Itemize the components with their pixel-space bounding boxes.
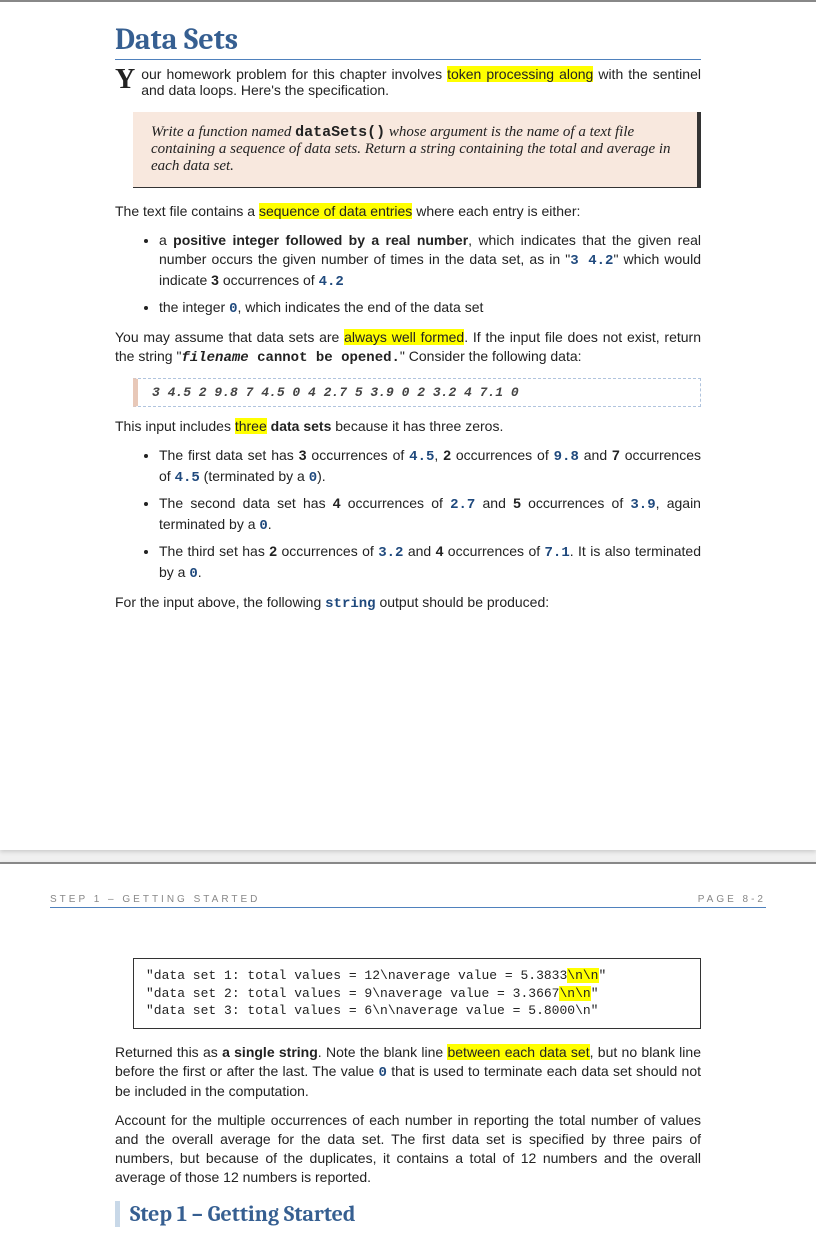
page-title: Data Sets (115, 22, 701, 60)
p-entries: The text file contains a sequence of dat… (115, 202, 701, 221)
intro-paragraph: Y our homework problem for this chapter … (115, 66, 701, 98)
p-wellformed: You may assume that data sets are always… (115, 328, 701, 368)
p-return-string: Returned this as a single string. Note t… (115, 1043, 701, 1102)
hl-newline: \n\n (559, 986, 590, 1001)
page-1: Data Sets Y our homework problem for thi… (0, 0, 816, 850)
p-output-intro: For the input above, the following strin… (115, 593, 701, 614)
list-item: The first data set has 3 occurrences of … (159, 446, 701, 488)
header-right: PAGE 8-2 (698, 894, 766, 905)
step1-title: Step 1 – Getting Started (115, 1201, 701, 1227)
list-item: a positive integer followed by a real nu… (159, 231, 701, 292)
callout-fn: dataSets() (295, 124, 385, 141)
sample-data-block: 3 4.5 2 9.8 7 4.5 0 4 2.7 5 3.9 0 2 3.2 … (133, 378, 701, 407)
list-item: The third set has 2 occurrences of 3.2 a… (159, 542, 701, 584)
callout-pre: Write a function named (151, 124, 295, 140)
hl-between: between each data set (447, 1044, 589, 1060)
datasets-list: The first data set has 3 occurrences of … (115, 446, 701, 583)
page-header: STEP 1 – GETTING STARTED PAGE 8-2 (50, 894, 766, 908)
intro-text-1: our homework problem for this chapter in… (141, 66, 447, 82)
intro-highlight: token processing along (447, 66, 593, 82)
header-left: STEP 1 – GETTING STARTED (50, 894, 260, 905)
list-item: The second data set has 4 occurrences of… (159, 494, 701, 536)
dropcap: Y (115, 66, 141, 92)
page-2: STEP 1 – GETTING STARTED PAGE 8-2 "data … (0, 862, 816, 1240)
entry-types-list: a positive integer followed by a real nu… (115, 231, 701, 319)
hl-newline: \n\n (567, 968, 598, 983)
hl-three: three (235, 418, 267, 434)
specification-callout: Write a function named dataSets() whose … (133, 112, 701, 188)
hl-sequence: sequence of data entries (259, 203, 412, 219)
output-box: "data set 1: total values = 12\naverage … (133, 958, 701, 1029)
list-item: the integer 0, which indicates the end o… (159, 298, 701, 319)
hl-wellformed: always well formed (344, 329, 464, 345)
p-three-sets: This input includes three data sets beca… (115, 417, 701, 436)
p-account: Account for the multiple occurrences of … (115, 1111, 701, 1187)
